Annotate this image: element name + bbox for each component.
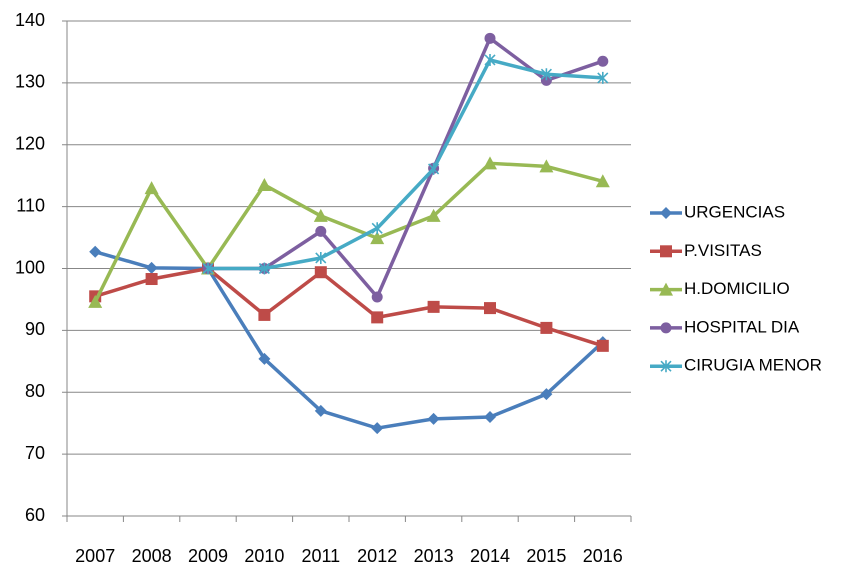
legend-label: URGENCIAS [684, 202, 785, 221]
x-tick-label: 2007 [75, 546, 115, 563]
marker [89, 245, 102, 258]
marker [596, 339, 609, 352]
marker [370, 231, 385, 245]
marker [314, 404, 327, 417]
marker [144, 181, 159, 195]
x-tick-label: 2009 [188, 546, 228, 563]
marker [484, 302, 496, 315]
marker [145, 261, 158, 274]
x-tick-label: 2015 [526, 546, 566, 563]
y-tick-label: 120 [15, 134, 45, 154]
marker [660, 322, 672, 334]
x-tick-label: 2016 [583, 546, 623, 563]
series-line [208, 58, 603, 271]
marker [483, 156, 497, 170]
marker [88, 294, 103, 308]
legend-label: CIRUGIA MENOR [684, 356, 822, 375]
marker [313, 208, 328, 222]
marker [258, 262, 270, 275]
marker [597, 55, 609, 67]
marker [145, 273, 158, 286]
legend-label: HOSPITAL DIA [684, 317, 800, 336]
y-tick-label: 140 [15, 10, 45, 30]
marker [660, 360, 672, 373]
marker [314, 266, 327, 279]
marker [484, 32, 496, 44]
marker [427, 300, 440, 313]
x-tick-label: 2011 [301, 546, 340, 563]
marker [595, 174, 610, 188]
y-tick-label: 70 [25, 443, 45, 463]
marker [597, 71, 609, 84]
marker [315, 225, 327, 237]
x-tick-label: 2008 [132, 546, 172, 563]
series-line [94, 266, 604, 348]
marker [484, 53, 496, 66]
marker [426, 208, 441, 222]
legend-label: P.VISITAS [684, 241, 762, 260]
marker [315, 251, 327, 264]
marker [258, 352, 271, 365]
legend: URGENCIAS P.VISITAS H.DOMICILIO HOSPITAL DI… [650, 202, 822, 375]
y-tick-label: 100 [15, 257, 45, 277]
marker [428, 162, 440, 175]
marker [540, 68, 552, 81]
marker [540, 388, 553, 401]
marker [371, 422, 384, 435]
marker [660, 207, 672, 219]
marker [371, 291, 383, 303]
y-tick-label: 60 [25, 505, 45, 525]
series-line [94, 250, 604, 430]
x-tick-label: 2013 [414, 546, 454, 563]
marker [258, 308, 271, 321]
marker [371, 311, 384, 324]
marker [257, 177, 272, 191]
marker [659, 282, 673, 296]
marker [371, 222, 383, 235]
series-line [93, 161, 604, 303]
marker [539, 159, 554, 173]
x-tick-label: 2010 [244, 546, 284, 563]
legend-label: H.DOMICILIO [684, 279, 790, 298]
y-tick-label: 80 [25, 381, 45, 401]
y-tick-label: 90 [25, 319, 45, 339]
y-tick-label: 130 [15, 72, 45, 92]
x-tick-label: 2012 [357, 546, 397, 563]
marker [484, 411, 496, 423]
marker [202, 262, 214, 275]
x-tick-label: 2014 [470, 546, 510, 563]
marker [660, 245, 672, 258]
marker [427, 412, 440, 425]
y-tick-label: 110 [16, 195, 45, 215]
marker [540, 321, 553, 334]
